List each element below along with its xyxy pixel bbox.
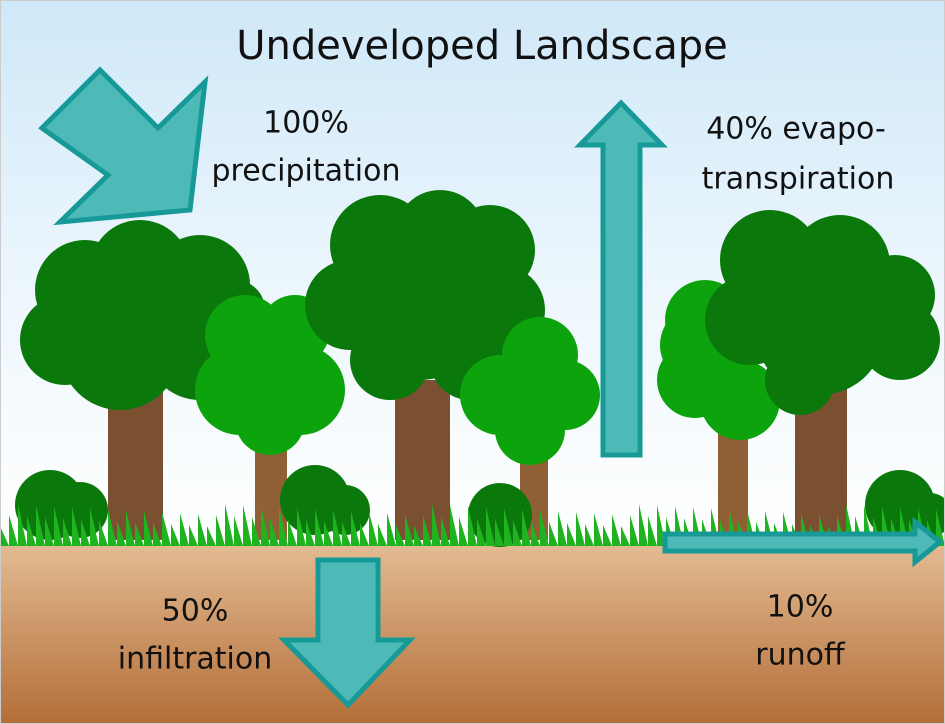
- flow-label: 100%: [263, 106, 349, 141]
- flow-label: precipitation: [212, 154, 401, 189]
- flow-label: runoff: [755, 638, 846, 673]
- title: Undeveloped Landscape: [236, 23, 727, 69]
- flow-label: transpiration: [702, 162, 895, 197]
- diagram: Undeveloped Landscape 100% precipitation…: [0, 0, 945, 724]
- trunk: [395, 380, 450, 540]
- flow-label: 10%: [767, 590, 834, 625]
- flow-label: infiltration: [118, 642, 273, 677]
- soil: [0, 545, 945, 724]
- flow-label: 50%: [162, 594, 229, 629]
- flow-label: 40% evapo-: [706, 112, 886, 147]
- trunk: [108, 390, 163, 540]
